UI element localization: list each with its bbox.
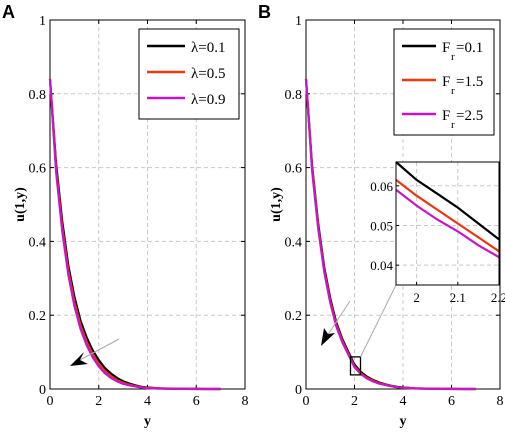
x-tick-label: 8 (242, 394, 249, 409)
y-axis-label: u(1,y) (13, 187, 28, 222)
legend-label-sub: r (451, 85, 455, 97)
legend-box (138, 28, 240, 120)
inset-series-line-1 (395, 161, 500, 241)
y-tick-label: 0 (39, 383, 46, 398)
inset-y-tick-label: 0.06 (370, 179, 393, 194)
panel-label-b: B (258, 2, 271, 22)
trend-arrow-head (70, 352, 88, 366)
legend-label-sub: r (451, 119, 455, 131)
inset-frame (395, 161, 500, 286)
chart-panel-b: 0 2 4 6 800.20.40.60.81yu(1,y)Fr=0.1Fr=1.5Fr… (269, 14, 505, 429)
inset-y-tick-label: 0.05 (370, 218, 393, 233)
inset-x-tick-label: 2.2 (491, 290, 505, 305)
x-tick-label: 6 (193, 394, 200, 409)
legend-label-2: λ=0.5 (191, 66, 225, 82)
trend-arrow-line (326, 300, 351, 337)
series-line-3 (48, 78, 221, 391)
legend-label-rest: =0.1 (456, 40, 483, 56)
y-tick-label: 0.2 (285, 309, 303, 324)
inset-y-tick-label: 0.04 (370, 258, 393, 273)
series-line-2 (48, 78, 221, 391)
legend-label-base: F (442, 74, 450, 90)
legend-label-rest: =2.5 (456, 108, 483, 124)
y-axis-label: u(1,y) (269, 187, 284, 222)
legend-label-3: λ=0.9 (191, 92, 225, 108)
legend-label-rest: =1.5 (456, 74, 483, 90)
inset-x-tick-label: 2.1 (450, 290, 466, 305)
y-tick-label: 0.8 (29, 88, 47, 103)
y-tick-label: 0.2 (29, 309, 47, 324)
trend-arrow-line (77, 338, 120, 362)
x-tick-label: 0 (47, 394, 54, 409)
y-tick-label: 0.6 (285, 162, 303, 177)
y-tick-label: 0.4 (29, 235, 47, 250)
chart-panel-a: 0 2 4 6 8 0 0.2 0.4 0.6 0.8 1 y u(1,y) λ=0.1 λ=0.5 λ=0.… (13, 14, 249, 429)
zoom-connector (360, 284, 397, 358)
legend-label-sub: r (451, 51, 455, 63)
x-tick-label: 8 (497, 394, 504, 409)
trend-arrow-head (321, 328, 335, 346)
inset-frame-border (395, 161, 500, 286)
x-tick-label: 4 (144, 394, 151, 409)
x-axis-label: y (144, 414, 151, 429)
legend-label-base: F (442, 40, 450, 56)
y-tick-label: 0.4 (285, 235, 303, 250)
x-tick-label: 2 (351, 394, 358, 409)
x-tick-label: 0 (303, 394, 310, 409)
y-tick-label: 1 (295, 14, 302, 29)
zoom-region-box (349, 356, 362, 376)
y-tick-label: 0.6 (29, 162, 47, 177)
legend-label-1: λ=0.1 (191, 40, 225, 56)
inset-series-line-3 (395, 188, 500, 259)
x-tick-label: 6 (448, 394, 455, 409)
inset-x-tick-label: 2 (413, 290, 420, 305)
panel-label-a: A (2, 2, 15, 22)
x-tick-label: 4 (400, 394, 407, 409)
x-tick-label: 2 (95, 394, 102, 409)
series-line-1 (48, 78, 221, 391)
y-tick-label: 0 (295, 383, 302, 398)
inset-series-line-2 (395, 179, 500, 253)
y-tick-label: 0.8 (285, 88, 303, 103)
x-axis-label: y (400, 414, 407, 429)
series-line-3 (304, 78, 476, 391)
y-tick-label: 1 (39, 14, 46, 29)
legend-label-base: F (442, 108, 450, 124)
